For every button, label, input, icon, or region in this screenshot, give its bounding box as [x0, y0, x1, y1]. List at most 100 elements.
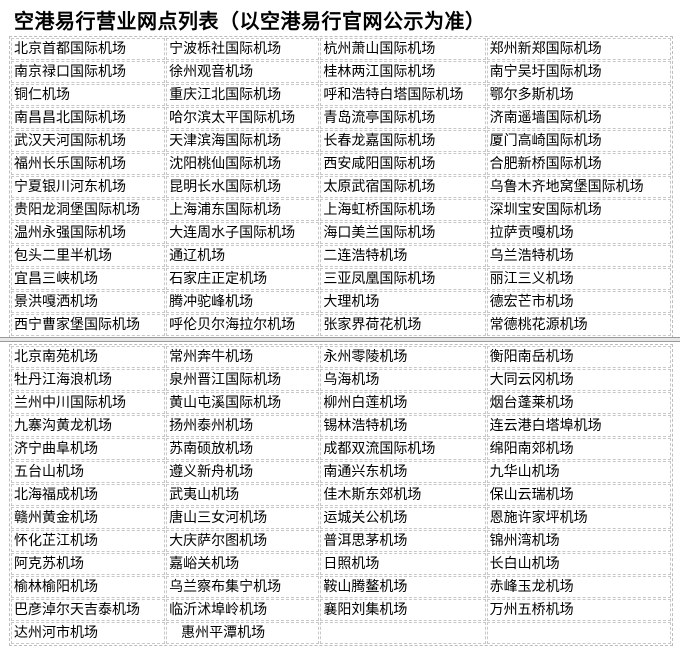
table-row: 阿克苏机场 嘉峪关机场 日照机场 长白山机场 [11, 553, 671, 575]
airport-cell: 牡丹江海浪机场 [11, 369, 166, 391]
table-row: 北京南苑机场 常州奔牛机场 永州零陵机场 衡阳南岳机场 [11, 346, 671, 368]
airport-cell: 恩施许家坪机场 [486, 507, 671, 529]
table-row: 北海福成机场 武夷山机场 佳木斯东郊机场 保山云瑞机场 [11, 484, 671, 506]
airport-cell: 乌兰浩特机场 [486, 245, 671, 267]
table-row: 五台山机场 遵义新舟机场 南通兴东机场 九华山机场 [11, 461, 671, 483]
airport-cell: 临沂沭埠岭机场 [166, 599, 320, 621]
table-row: 达州河市机场 惠州平潭机场 [11, 622, 671, 644]
airport-cell: 柳州白莲机场 [320, 392, 486, 414]
airport-cell: 厦门高崎国际机场 [486, 130, 671, 152]
airport-cell: 铜仁机场 [11, 84, 166, 106]
airport-cell: 五台山机场 [11, 461, 166, 483]
airport-cell: 二连浩特机场 [320, 245, 486, 267]
table-row: 贵阳龙洞堡国际机场 上海浦东国际机场 上海虹桥国际机场 深圳宝安国际机场 [11, 199, 671, 221]
airport-cell: 永州零陵机场 [320, 346, 486, 368]
airport-cell: 北京南苑机场 [11, 346, 166, 368]
airport-cell: 九华山机场 [486, 461, 671, 483]
airport-cell: 徐州观音机场 [166, 61, 320, 83]
airport-cell: 大连周水子国际机场 [166, 222, 320, 244]
airport-cell: 乌兰察布集宁机场 [166, 576, 320, 598]
airport-cell: 郑州新郑国际机场 [486, 38, 671, 60]
airport-cell: 鄂尔多斯机场 [486, 84, 671, 106]
airport-cell: 烟台蓬莱机场 [486, 392, 671, 414]
airport-cell: 锦州湾机场 [486, 530, 671, 552]
airport-cell: 上海浦东国际机场 [166, 199, 320, 221]
airport-cell: 通辽机场 [166, 245, 320, 267]
airport-cell: 榆林榆阳机场 [11, 576, 166, 598]
airport-cell: 黄山屯溪国际机场 [166, 392, 320, 414]
airport-cell: 德宏芒市机场 [486, 291, 671, 313]
airport-cell: 长白山机场 [486, 553, 671, 575]
airport-cell: 宁波栎社国际机场 [166, 38, 320, 60]
airport-cell: 呼伦贝尔海拉尔机场 [166, 314, 320, 336]
airport-cell: 北海福成机场 [11, 484, 166, 506]
table-row: 宜昌三峡机场 石家庄正定机场 三亚凤凰国际机场 丽江三义机场 [11, 268, 671, 290]
airport-cell: 巴彦淖尔天吉泰机场 [11, 599, 166, 621]
table-row: 武汉天河国际机场 天津滨海国际机场 长春龙嘉国际机场 厦门高崎国际机场 [11, 130, 671, 152]
airport-cell: 佳木斯东郊机场 [320, 484, 486, 506]
table-row: 牡丹江海浪机场 泉州晋江国际机场 乌海机场 大同云冈机场 [11, 369, 671, 391]
airport-cell: 乌海机场 [320, 369, 486, 391]
airport-cell: 包头二里半机场 [11, 245, 166, 267]
airport-cell: 怀化芷江机场 [11, 530, 166, 552]
airport-cell: 唐山三女河机场 [166, 507, 320, 529]
page-title: 空港易行营业网点列表（以空港易行官网公示为准） [14, 9, 486, 33]
airport-cell: 三亚凤凰国际机场 [320, 268, 486, 290]
table-row: 温州永强国际机场 大连周水子国际机场 海口美兰国际机场 拉萨贡嘎机场 [11, 222, 671, 244]
airport-cell: 普洱思茅机场 [320, 530, 486, 552]
table-row: 南京禄口国际机场 徐州观音机场 桂林两江国际机场 南宁吴圩国际机场 [11, 61, 671, 83]
airport-cell: 宜昌三峡机场 [11, 268, 166, 290]
airport-cell [486, 622, 671, 644]
airport-cell: 嘉峪关机场 [166, 553, 320, 575]
airport-cell: 拉萨贡嘎机场 [486, 222, 671, 244]
airport-cell: 日照机场 [320, 553, 486, 575]
airport-cell: 昆明长水国际机场 [166, 176, 320, 198]
airport-cell: 遵义新舟机场 [166, 461, 320, 483]
airport-cell: 成都双流国际机场 [320, 438, 486, 460]
airport-cell: 呼和浩特白塔国际机场 [320, 84, 486, 106]
airport-cell: 腾冲驼峰机场 [166, 291, 320, 313]
airport-cell: 桂林两江国际机场 [320, 61, 486, 83]
page-break [0, 337, 680, 342]
airport-cell: 长春龙嘉国际机场 [320, 130, 486, 152]
airport-cell: 襄阳刘集机场 [320, 599, 486, 621]
airport-cell: 西安咸阳国际机场 [320, 153, 486, 175]
airport-cell: 福州长乐国际机场 [11, 153, 166, 175]
table-row: 济宁曲阜机场 苏南硕放机场 成都双流国际机场 绵阳南郊机场 [11, 438, 671, 460]
airport-cell: 保山云瑞机场 [486, 484, 671, 506]
airport-cell: 兰州中川国际机场 [11, 392, 166, 414]
airport-cell: 合肥新桥国际机场 [486, 153, 671, 175]
airport-cell: 太原武宿国际机场 [320, 176, 486, 198]
airport-cell: 九寨沟黄龙机场 [11, 415, 166, 437]
airport-cell: 石家庄正定机场 [166, 268, 320, 290]
airport-cell: 常德桃花源机场 [486, 314, 671, 336]
airport-cell: 锡林浩特机场 [320, 415, 486, 437]
table-row: 南昌昌北国际机场 哈尔滨太平国际机场 青岛流亭国际机场 济南遥墙国际机场 [11, 107, 671, 129]
table-row: 包头二里半机场 通辽机场 二连浩特机场 乌兰浩特机场 [11, 245, 671, 267]
airport-cell: 南昌昌北国际机场 [11, 107, 166, 129]
airport-cell: 济宁曲阜机场 [11, 438, 166, 460]
airport-cell: 杭州萧山国际机场 [320, 38, 486, 60]
airport-cell: 沈阳桃仙国际机场 [166, 153, 320, 175]
airport-cell: 大庆萨尔图机场 [166, 530, 320, 552]
airport-cell: 张家界荷花机场 [320, 314, 486, 336]
airport-cell: 泉州晋江国际机场 [166, 369, 320, 391]
airport-cell: 赣州黄金机场 [11, 507, 166, 529]
airport-cell: 丽江三义机场 [486, 268, 671, 290]
airport-cell: 深圳宝安国际机场 [486, 199, 671, 221]
airport-cell: 宁夏银川河东机场 [11, 176, 166, 198]
airport-cell: 青岛流亭国际机场 [320, 107, 486, 129]
airport-cell: 大同云冈机场 [486, 369, 671, 391]
airport-table-page-1: 北京首都国际机场 宁波栎社国际机场 杭州萧山国际机场 郑州新郑国际机场 南京禄口国际机场… [9, 36, 673, 338]
airport-cell: 阿克苏机场 [11, 553, 166, 575]
airport-cell: 鞍山腾鳌机场 [320, 576, 486, 598]
airport-cell: 西宁曹家堡国际机场 [11, 314, 166, 336]
airport-cell: 万州五桥机场 [486, 599, 671, 621]
table-row: 巴彦淖尔天吉泰机场 临沂沭埠岭机场 襄阳刘集机场 万州五桥机场 [11, 599, 671, 621]
table-row: 兰州中川国际机场 黄山屯溪国际机场 柳州白莲机场 烟台蓬莱机场 [11, 392, 671, 414]
table-row: 赣州黄金机场 唐山三女河机场 运城关公机场 恩施许家坪机场 [11, 507, 671, 529]
airport-cell: 达州河市机场 [11, 622, 166, 644]
airport-cell: 南京禄口国际机场 [11, 61, 166, 83]
airport-cell: 温州永强国际机场 [11, 222, 166, 244]
table-row: 榆林榆阳机场 乌兰察布集宁机场 鞍山腾鳌机场 赤峰玉龙机场 [11, 576, 671, 598]
